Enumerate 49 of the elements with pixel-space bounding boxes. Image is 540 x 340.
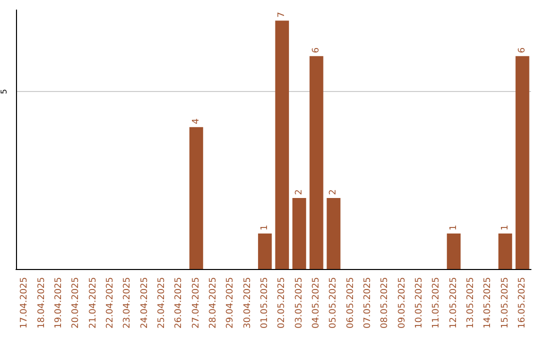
x-tick-label: 13.05.2025 [466,277,476,329]
x-tick-label: 12.05.2025 [448,277,459,329]
x-tick-label: 03.05.2025 [294,277,304,329]
bar [258,234,272,269]
x-tick-label: 01.05.2025 [260,277,270,329]
data-label: 7 [277,12,288,18]
x-tick-label: 30.04.2025 [242,277,253,329]
data-label: 6 [311,47,322,54]
bar [516,56,530,269]
x-tick-label: 22.04.2025 [105,277,116,329]
y-tick-label: 5 [0,89,8,94]
x-tick-label: 11.05.2025 [432,277,442,329]
x-tick-label: 25.04.2025 [156,277,167,329]
bar [326,198,340,269]
bar [292,198,306,269]
x-tick-label: 24.04.2025 [140,277,150,329]
x-tick-label: 09.05.2025 [397,277,408,329]
x-tick-label: 21.04.2025 [88,277,98,329]
x-tick-label: 17.04.2025 [20,277,30,329]
x-tick-label: 29.04.2025 [226,277,236,329]
bar [498,234,512,269]
x-tick-label: 15.05.2025 [500,277,510,329]
data-label: 1 [448,224,459,231]
bar [275,20,289,269]
x-tick-label: 10.05.2025 [414,277,424,329]
data-label: 2 [294,189,304,196]
bar [446,234,461,269]
x-tick-label: 20.04.2025 [71,277,82,329]
x-tick-label: 27.04.2025 [191,277,202,329]
bar [310,56,324,269]
x-tick-label: 16.05.2025 [517,277,528,329]
x-tick-label: 23.04.2025 [122,277,133,329]
x-tick-label: 04.05.2025 [311,277,322,329]
x-tick-label: 19.04.2025 [54,277,64,329]
x-tick-label: 18.04.2025 [36,277,47,329]
bar [189,127,204,269]
x-tick-label: 06.05.2025 [346,277,356,329]
data-label: 1 [260,224,270,231]
x-tick-label: 08.05.2025 [380,277,390,329]
x-tick-label: 02.05.2025 [277,277,288,329]
x-tick-label: 14.05.2025 [483,277,494,329]
data-label: 1 [500,224,510,231]
x-tick-label: 26.04.2025 [174,277,184,329]
data-label: 6 [517,47,528,54]
data-label: 2 [328,189,339,196]
data-label: 4 [191,118,202,124]
x-tick-label: 28.04.2025 [208,277,218,329]
x-tick-label: 05.05.2025 [328,277,339,329]
x-tick-label: 07.05.2025 [362,277,373,329]
